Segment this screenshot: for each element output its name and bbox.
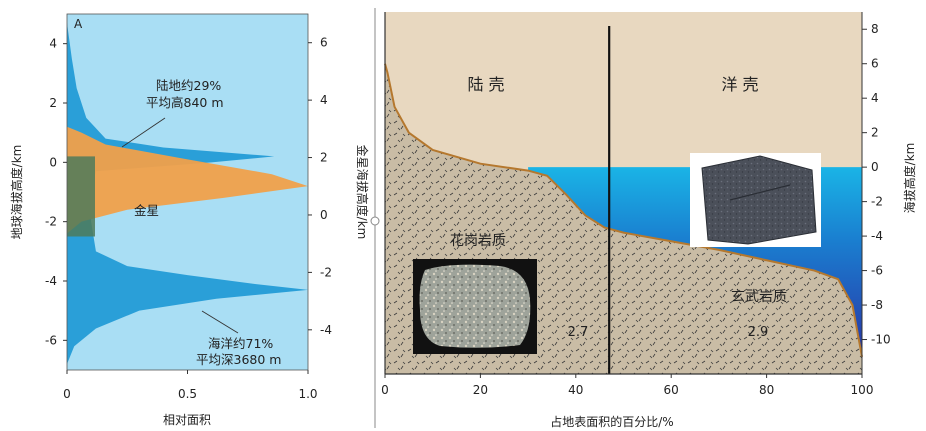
x-tick-label: 1.0 <box>298 387 317 401</box>
x-tick-label: 0 <box>63 387 71 401</box>
y-tick-label-left: -6 <box>45 333 57 347</box>
y-tick-label-left: 4 <box>49 37 57 51</box>
x-tick-label: 80 <box>759 383 774 397</box>
y-tick-label-right: -4 <box>320 323 332 337</box>
panel-a: A 0 0.5 1.0 4 2 0 -2 -4 -6 6 4 2 0 -2 -4 陆地约29% 平均高840… <box>9 13 370 427</box>
label-oceanic-crust: 洋 壳 <box>721 75 758 94</box>
basalt-photo <box>690 153 821 247</box>
y-tick-label: -6 <box>871 264 883 278</box>
x-axis-label-a: 相对面积 <box>163 413 211 427</box>
annotation-ocean-line2: 平均深3680 m <box>196 352 281 367</box>
y-tick-label-left: 2 <box>49 96 57 110</box>
y-axis-label-left: 地球海拔高度/km <box>9 145 24 240</box>
annotation-leader-ocean <box>201 310 239 334</box>
x-tick-label: 60 <box>664 383 679 397</box>
annotation-leader-land <box>121 117 166 148</box>
panel-label: A <box>74 17 83 31</box>
x-tick-label: 40 <box>568 383 583 397</box>
annotation-land-line2: 平均高840 m <box>146 95 224 110</box>
label-basalt-density: 2.9 <box>748 325 769 340</box>
elevation-curve <box>384 63 863 357</box>
separator-handle <box>370 216 380 226</box>
y-tick-label: 0 <box>871 160 879 174</box>
y-tick-label-left: -2 <box>45 215 57 229</box>
series-area-earth <box>67 22 308 365</box>
annotation-ocean-line1: 海洋约71% <box>208 336 273 351</box>
y-tick-label: 8 <box>871 22 879 36</box>
label-granite: 花岗岩质 <box>450 233 506 249</box>
x-tick-label: 100 <box>851 383 874 397</box>
y-tick-label: -8 <box>871 298 883 312</box>
y-tick-label-right: 0 <box>320 208 328 222</box>
y-tick-label: -4 <box>871 229 883 243</box>
label-granite-density: 2.7 <box>568 325 589 340</box>
x-tick-label: 20 <box>473 383 488 397</box>
y-tick-label: 4 <box>871 91 879 105</box>
series-area-venus <box>67 126 308 234</box>
label-continental-crust: 陆 壳 <box>467 75 504 94</box>
y-tick-label: -2 <box>871 195 883 209</box>
y-tick-label-right: 2 <box>320 151 328 165</box>
y-tick-label-right: 4 <box>320 93 328 107</box>
y-tick-label-right: 6 <box>320 36 328 50</box>
annotation-venus: 金星 <box>134 203 159 218</box>
x-axis-label-b: 占地表面积的百分比/% <box>550 414 673 429</box>
y-tick-label: -10 <box>871 333 891 347</box>
y-tick-label-left: 0 <box>49 155 57 169</box>
overlap-area <box>67 156 95 237</box>
annotation-land-line1: 陆地约29% <box>156 78 221 93</box>
y-tick-label: 6 <box>871 57 879 71</box>
y-tick-label-right: -2 <box>320 265 332 279</box>
y-axis-label-right: 金星海拔高度/km <box>355 145 370 240</box>
y-tick-label-left: -4 <box>45 274 57 288</box>
granite-photo <box>413 259 537 354</box>
y-axis-label-b: 海拔高度/km <box>902 143 917 214</box>
y-tick-label: 2 <box>871 126 879 140</box>
x-tick-label: 0.5 <box>178 387 197 401</box>
x-tick-label: 0 <box>381 383 389 397</box>
label-basalt: 玄武岩质 <box>731 288 787 305</box>
